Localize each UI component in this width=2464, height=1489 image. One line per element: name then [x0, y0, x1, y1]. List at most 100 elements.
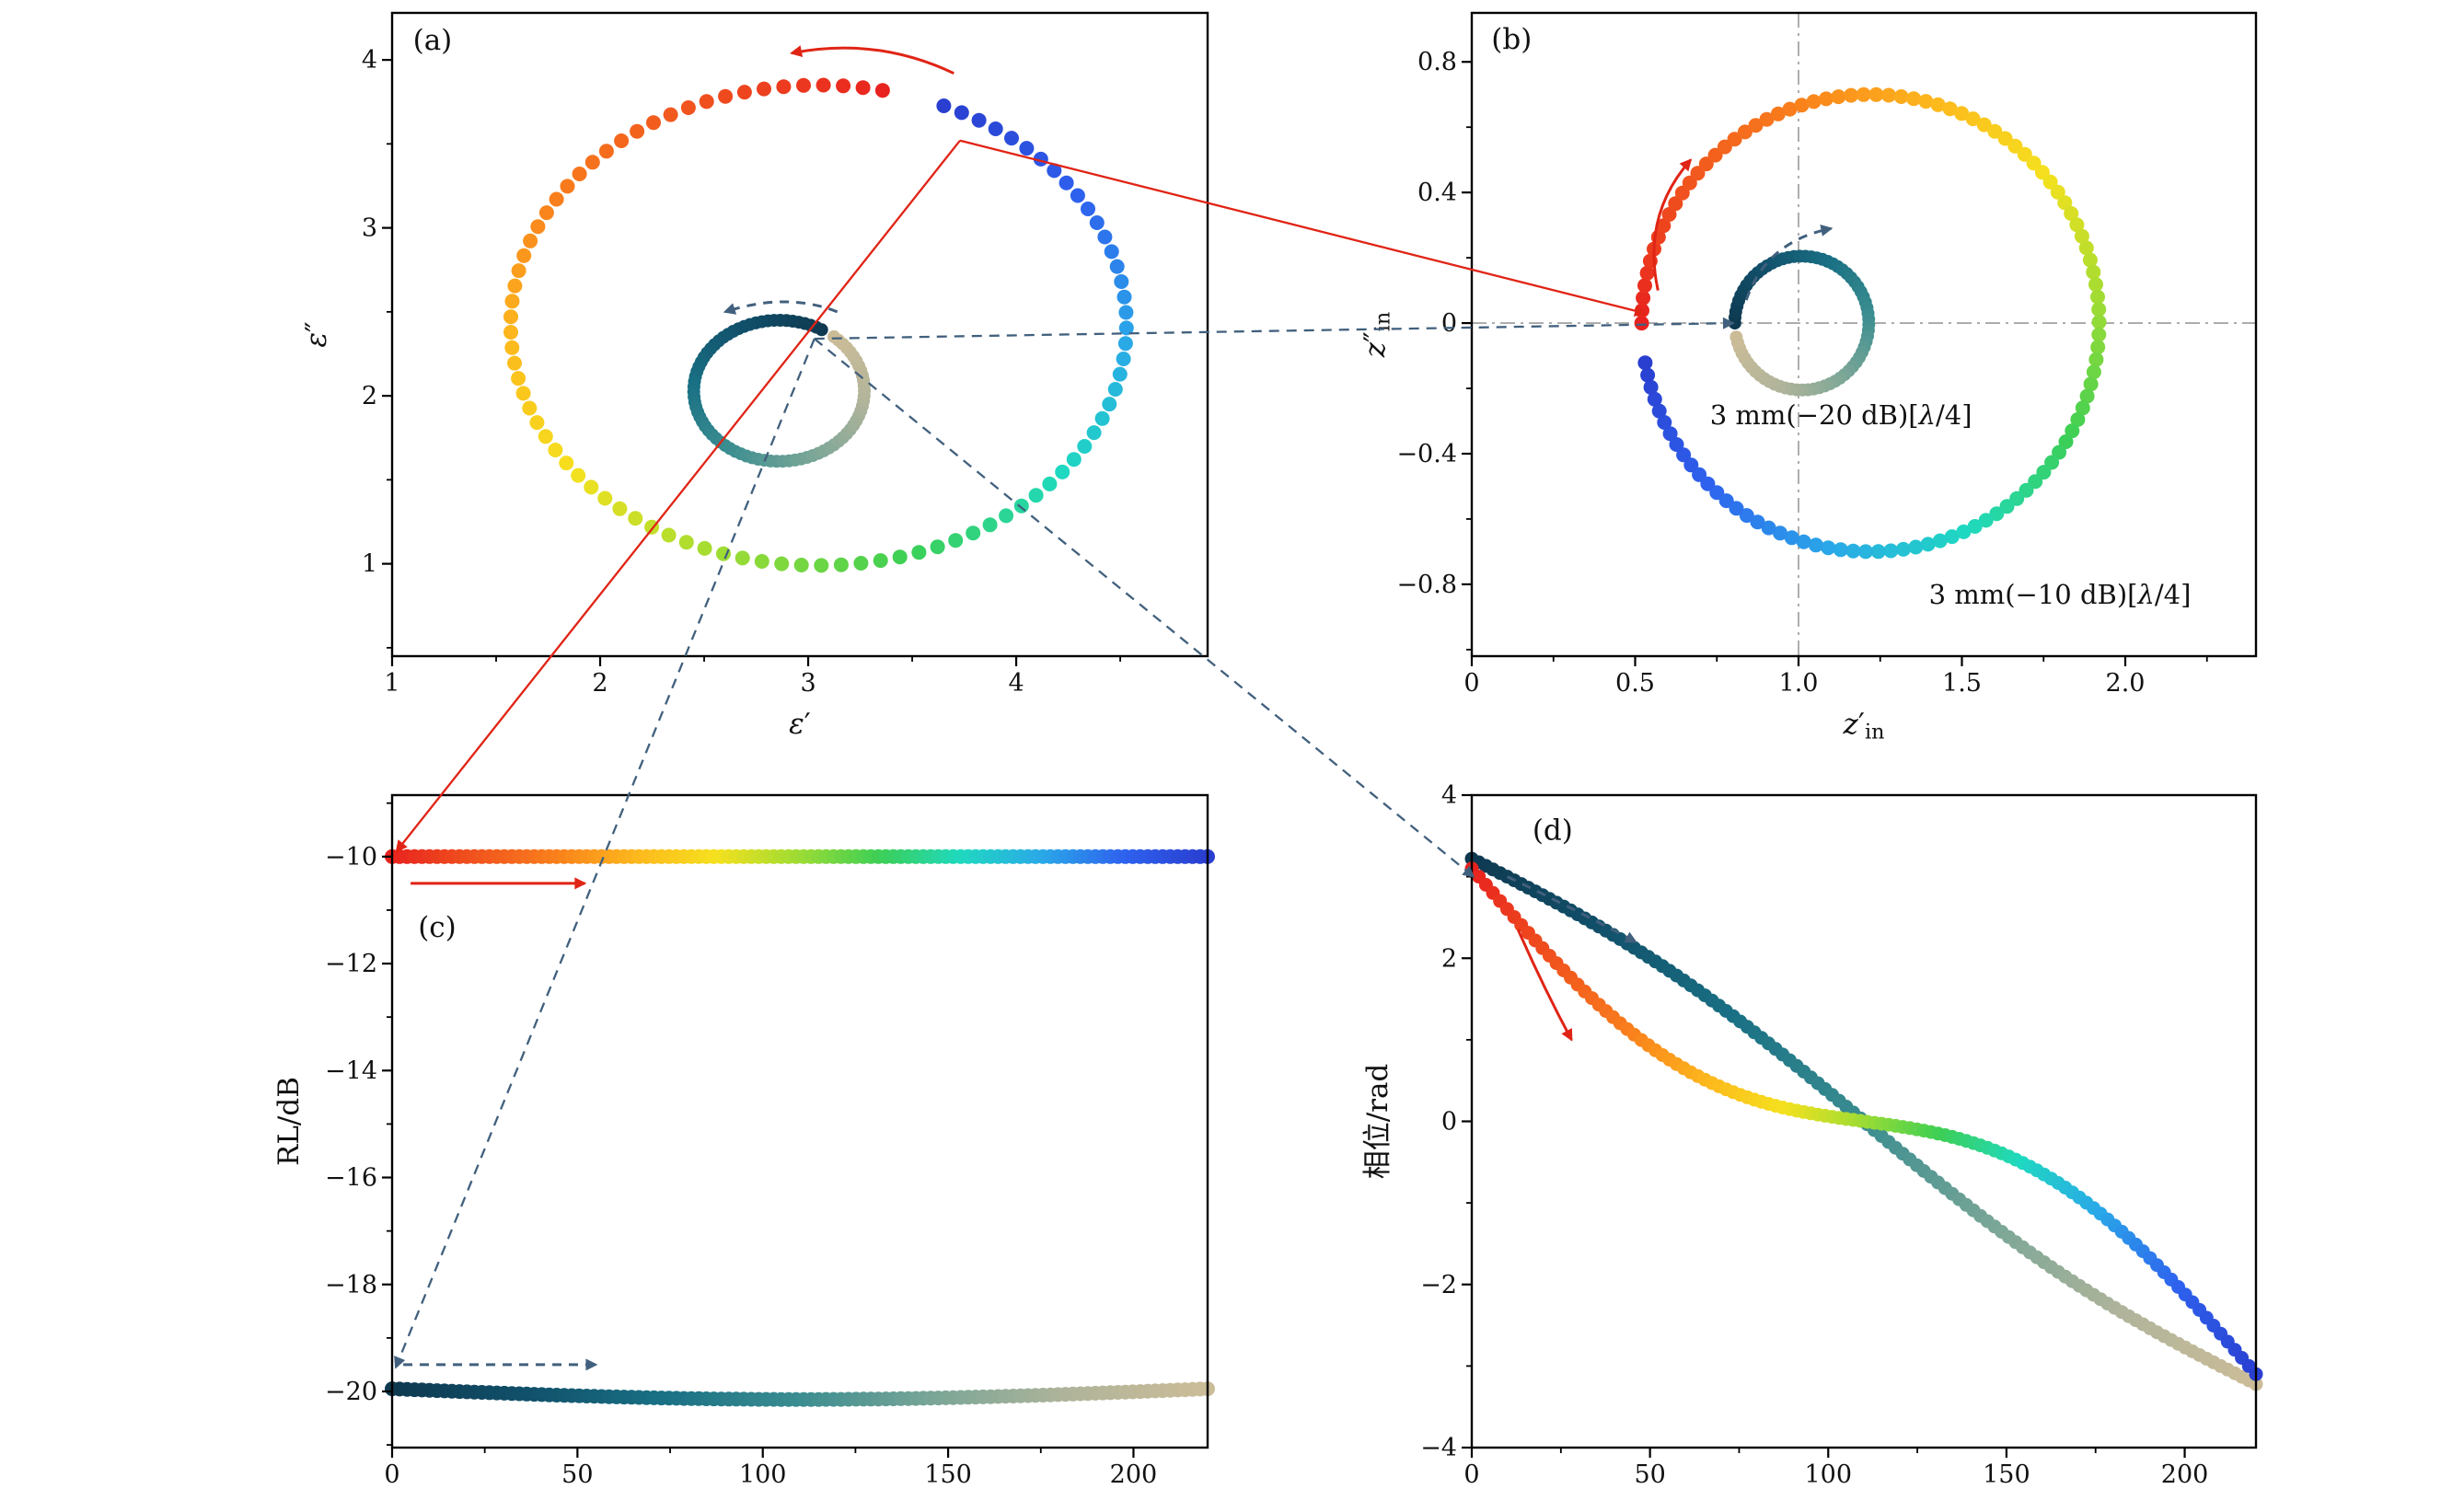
panel-b: 0 0.5 1.0 1.5 2.0 −0.8 −0.4 0 0.4 0.8 z′in z″in (b) 3…: [1359, 11, 2258, 744]
data-point: [1794, 98, 1810, 113]
data-point: [1682, 175, 1697, 190]
data-point: [1640, 367, 1656, 383]
data-point: [584, 479, 599, 495]
data-point: [1718, 493, 1734, 509]
data-point: [1086, 425, 1102, 441]
annotation-20dB: 3 mm(−20 dB)[λ/4]: [1710, 399, 1972, 431]
data-point: [1668, 196, 1683, 212]
data-point: [1637, 278, 1652, 294]
data-point: [1908, 539, 1924, 555]
data-point: [504, 294, 520, 309]
data-point: [1895, 541, 1911, 557]
data-point: [1729, 330, 1743, 344]
data-point: [2042, 174, 2058, 190]
data-point: [1819, 91, 1834, 107]
panel-label-d: (d): [1533, 814, 1573, 848]
series-phase-10dB: [1464, 861, 2263, 1381]
data-point: [2052, 444, 2067, 460]
data-point: [1674, 185, 1690, 201]
data-point: [873, 553, 888, 569]
data-point: [661, 527, 677, 543]
data-point: [999, 508, 1014, 524]
data-point: [680, 100, 696, 115]
data-point: [954, 105, 969, 121]
panel-label-c: (c): [418, 911, 457, 944]
data-point: [516, 248, 532, 263]
y-tick-label: 3: [362, 214, 377, 243]
data-point: [754, 554, 769, 569]
data-point: [988, 121, 1003, 136]
data-point: [515, 386, 531, 401]
data-point: [1077, 439, 1093, 454]
data-point: [1906, 91, 1922, 107]
data-point: [1918, 94, 1934, 110]
data-point: [2088, 352, 2104, 367]
data-point: [1662, 426, 1678, 442]
x-tick-label: 100: [1804, 1460, 1852, 1485]
data-point: [1116, 289, 1132, 305]
x-tick-label: 200: [1110, 1460, 1158, 1485]
data-point: [560, 179, 575, 194]
data-point: [1782, 101, 1798, 117]
data-point: [718, 88, 734, 104]
data-point: [1978, 513, 1994, 528]
series-rl-10dB: [385, 848, 1215, 864]
x-tick-label: 0: [1463, 669, 1479, 698]
panel-label-a: (a): [413, 24, 453, 57]
data-point: [816, 77, 831, 93]
axes-box: [1470, 11, 2258, 658]
series-zin-20dB: [1728, 249, 1876, 397]
data-point: [1987, 123, 2003, 139]
data-point: [1028, 488, 1044, 503]
data-point: [774, 556, 790, 571]
data-point: [855, 80, 871, 96]
data-point: [507, 355, 522, 371]
data-point: [1965, 111, 1981, 127]
data-point: [628, 511, 643, 526]
y-tick-label: −18: [325, 1271, 377, 1299]
data-point: [2079, 388, 2095, 404]
data-point: [2075, 400, 2090, 416]
series-rl-20dB: [385, 1381, 1215, 1407]
x-tick-label: 0: [384, 1460, 399, 1485]
data-point: [511, 371, 526, 387]
data-point: [1831, 89, 1846, 105]
data-point: [538, 429, 553, 444]
data-point: [1954, 106, 1970, 121]
data-point: [1637, 355, 1653, 371]
x-tick-label: 200: [2161, 1460, 2209, 1485]
data-point: [612, 501, 628, 516]
data-point: [1081, 202, 1095, 216]
data-point: [1066, 452, 1082, 467]
data-point: [511, 263, 526, 279]
y-tick-label: −0.4: [1396, 440, 1457, 468]
data-point: [1643, 379, 1659, 395]
data-point: [1118, 305, 1134, 320]
data-point: [597, 491, 613, 506]
panel-label-b: (b): [1491, 23, 1532, 56]
data-point: [1004, 131, 1019, 146]
data-point: [2086, 364, 2101, 380]
data-point: [572, 167, 587, 181]
data-point: [1967, 519, 1983, 534]
x-axis-label: ε′: [789, 708, 811, 741]
data-point: [1058, 175, 1074, 190]
link-a-to-c-10dB: [395, 139, 961, 853]
data-point: [559, 456, 574, 471]
data-point: [663, 107, 678, 122]
direction-arrow-10dB: [790, 45, 954, 75]
y-tick-label: 4: [1441, 781, 1457, 810]
data-point: [1118, 320, 1134, 336]
direction-arrow-10dB: [1516, 929, 1573, 1042]
direction-arrow-20dB: [1744, 224, 1834, 301]
x-tick-label: 0: [1463, 1460, 1479, 1485]
data-point: [1729, 501, 1744, 516]
data-point: [1055, 464, 1070, 479]
data-point: [1737, 124, 1753, 140]
data-point: [2083, 376, 2099, 392]
data-point: [2034, 165, 2050, 180]
data-point: [1770, 106, 1786, 121]
data-point: [1806, 94, 1822, 110]
